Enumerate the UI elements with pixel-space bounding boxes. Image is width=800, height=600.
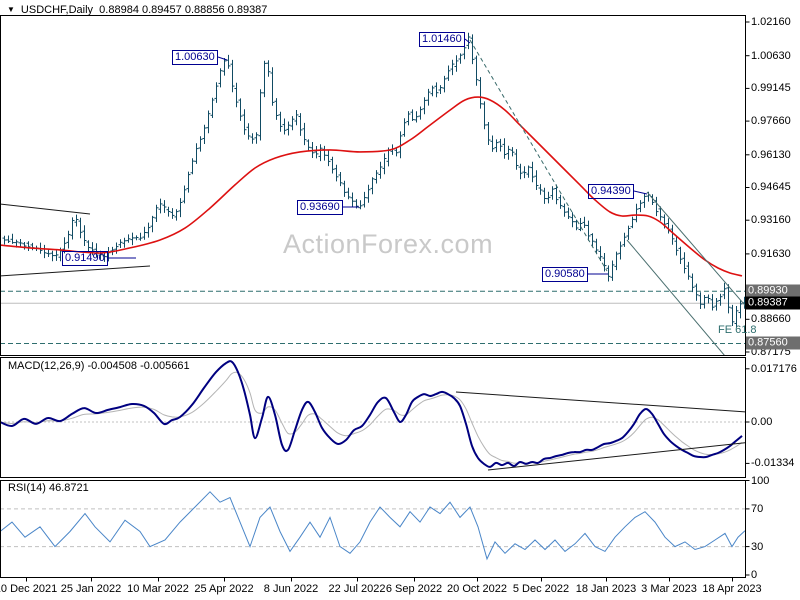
price-axis-tick-label: 0.94645 [751, 181, 791, 194]
watermark: ActionForex.com [283, 229, 494, 259]
ohlc-high: 0.89457 [142, 4, 182, 16]
rsi-indicator-label: RSI(14) 46.8721 [8, 482, 89, 494]
rsi-axis-tick-label: 30 [751, 540, 764, 553]
price-axis-tick-label: 0.97660 [751, 115, 791, 128]
price-axis-tick-label: 0.93160 [751, 214, 791, 227]
date-label: 25 Jan 2022 [60, 583, 122, 595]
macd-panel [1, 360, 745, 471]
price-axis-tick-label: 0.88660 [751, 313, 791, 326]
date-label: 25 Apr 2022 [194, 583, 254, 595]
annotation-label[interactable]: 0.93690 [297, 200, 343, 215]
ohlc-open: 0.88984 [99, 4, 139, 16]
rsi-axis-tick-label: 100 [751, 474, 770, 487]
annotation-label[interactable]: 0.94390 [588, 184, 634, 199]
ohlc-close: 0.89387 [227, 4, 268, 16]
fe-level-label: FE 61.8 [718, 324, 757, 336]
date-label: 20 Oct 2022 [447, 583, 507, 595]
annotation-label[interactable]: 0.90580 [542, 267, 588, 282]
macd-indicator-label: MACD(12,26,9) -0.004508 -0.005661 [8, 360, 190, 372]
rsi-panel [1, 491, 745, 561]
price-panel [1, 32, 745, 356]
title-bar: ▼ USDCHF,Daily 0.88984 0.89457 0.88856 0.… [7, 4, 267, 16]
macd-axis-tick-label: 0.017176 [751, 362, 797, 375]
symbol-title: USDCHF,Daily [20, 4, 94, 16]
macd-axis-tick-label: 0.00 [751, 416, 773, 428]
price-level-label: 0.87560 [746, 336, 800, 350]
price-axis-tick-label: 1.02160 [751, 16, 791, 28]
date-label: 8 Jun 2022 [263, 583, 319, 595]
price-axis-tick-label: 1.00630 [751, 49, 791, 62]
date-label: 18 Apr 2023 [702, 583, 762, 595]
ohlc-low: 0.88856 [184, 4, 225, 16]
price-axis-tick-label: 0.91630 [751, 247, 791, 260]
rsi-axis-tick-label: 0 [751, 569, 758, 581]
date-label: 5 Dec 2022 [512, 583, 570, 595]
price-level-label: 0.89930 [746, 284, 800, 298]
date-label: 6 Sep 2022 [385, 583, 443, 595]
date-label: 18 Jan 2023 [575, 583, 637, 595]
symbol-dropdown-icon: ▼ [7, 5, 15, 14]
ohlc-bars [2, 32, 745, 328]
date-label: 22 Jul 2022 [328, 583, 386, 595]
current-price-label: 0.89387 [746, 296, 800, 310]
macd-axis-tick-label: -0.01334 [751, 457, 795, 470]
rsi-axis-tick-label: 70 [751, 502, 764, 515]
annotation-label[interactable]: 0.91490 [62, 251, 108, 266]
date-label: 3 Mar 2023 [641, 583, 697, 595]
date-label: 10 Dec 2021 [0, 583, 58, 595]
price-axis-tick-label: 0.96130 [751, 148, 791, 161]
date-label: 10 Mar 2022 [127, 583, 189, 595]
annotation-label[interactable]: 1.01460 [419, 32, 465, 47]
annotation-label[interactable]: 1.00630 [172, 50, 218, 65]
price-axis-tick-label: 0.99145 [751, 82, 791, 95]
